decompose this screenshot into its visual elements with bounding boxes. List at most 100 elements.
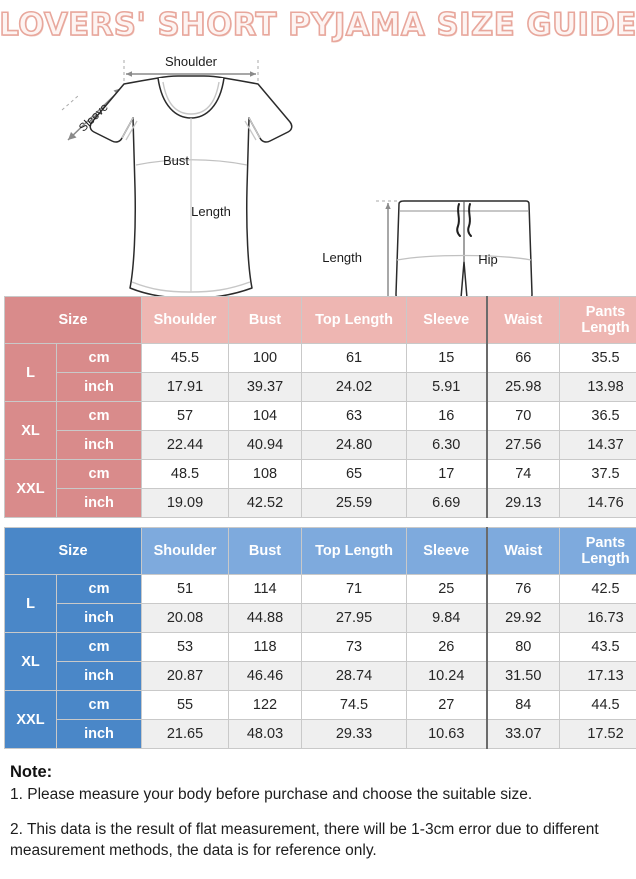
header-shoulder: Shoulder (141, 527, 230, 575)
cell-l-cm-5: 76 (485, 574, 561, 604)
note-line-2: 2. This data is the result of flat measu… (10, 820, 599, 859)
table-row: XL cm 53 118 73 26 80 43.5 (4, 632, 636, 691)
label-length-bottom: Length (322, 250, 362, 265)
size-label-l: L (4, 574, 57, 633)
cell-xl-inch-4: 10.24 (406, 661, 488, 691)
unit-label-inch: inch (55, 719, 143, 749)
cell-xxl-cm-1: 55 (141, 690, 230, 720)
cell-xxl-cm-4: 17 (406, 459, 488, 489)
size-label-xl: XL (4, 632, 57, 691)
cell-xxl-cm-5: 74 (485, 459, 561, 489)
header-pants-length: Pants Length (559, 527, 636, 575)
size-label-xxl: XXL (4, 690, 57, 749)
header-waist: Waist (485, 527, 561, 575)
cell-l-cm-4: 15 (406, 343, 488, 373)
cell-l-cm-2: 114 (228, 574, 303, 604)
diagram-canvas: Shoulder Sleeve Bust Length (61, 54, 533, 296)
cell-xxl-cm-1: 48.5 (141, 459, 230, 489)
garment-diagrams: Shoulder Sleeve Bust Length (0, 48, 636, 296)
cell-xl-inch-6: 17.13 (559, 661, 636, 691)
cell-xxl-inch-3: 29.33 (301, 719, 408, 749)
table-row: inch 17.91 39.37 24.02 5.91 25.98 13.98 (5, 372, 636, 402)
cell-l-inch-3: 24.02 (301, 372, 408, 402)
cell-xxl-cm-3: 74.5 (301, 690, 408, 720)
cell-xl-cm-4: 26 (406, 632, 488, 662)
label-hip: Hip (478, 252, 498, 267)
cell-xxl-cm-4: 27 (406, 690, 488, 720)
cell-xl-cm-4: 16 (406, 401, 488, 431)
size-label-xl: XL (4, 401, 57, 460)
cell-xl-cm-1: 57 (141, 401, 230, 431)
cell-xl-inch-5: 27.56 (485, 430, 561, 460)
page-title: LOVERS' SHORT PYJAMA SIZE GUIDE (0, 0, 636, 48)
cell-l-inch-6: 16.73 (559, 603, 636, 633)
cell-xxl-inch-2: 42.52 (228, 488, 303, 518)
cell-xxl-inch-4: 10.63 (406, 719, 488, 749)
cell-xxl-cm-5: 84 (485, 690, 561, 720)
cell-xl-cm-5: 70 (485, 401, 561, 431)
unit-label-inch: inch (55, 372, 143, 402)
cell-l-cm-3: 71 (301, 574, 408, 604)
cell-l-inch-5: 29.92 (485, 603, 561, 633)
cell-l-inch-2: 39.37 (228, 372, 303, 402)
label-shoulder: Shoulder (165, 54, 218, 69)
cell-l-inch-1: 17.91 (141, 372, 230, 402)
cell-xl-inch-3: 24.80 (301, 430, 408, 460)
unit-label-cm: cm (55, 401, 143, 431)
cell-xxl-cm-2: 122 (228, 690, 303, 720)
cell-xxl-cm-2: 108 (228, 459, 303, 489)
cell-l-cm-1: 51 (141, 574, 230, 604)
size-tables: Size Shoulder Bust Top Length Sleeve Waist Pan… (0, 296, 636, 749)
unit-label-cm: cm (55, 343, 143, 373)
cell-l-cm-2: 100 (228, 343, 303, 373)
header-pants-length: Pants Length (559, 296, 636, 344)
cell-l-inch-4: 5.91 (406, 372, 488, 402)
shorts-diagram: Length Hip (322, 200, 533, 296)
unit-label-cm: cm (55, 459, 143, 489)
cell-l-inch-5: 25.98 (485, 372, 561, 402)
unit-label-cm: cm (55, 574, 143, 604)
cell-xxl-inch-1: 19.09 (141, 488, 230, 518)
header-sleeve: Sleeve (406, 527, 488, 575)
cell-xxl-inch-3: 25.59 (301, 488, 408, 518)
unit-label-inch: inch (55, 430, 143, 460)
header-bust: Bust (228, 527, 303, 575)
cell-xxl-cm-6: 37.5 (559, 459, 636, 489)
header-sleeve: Sleeve (406, 296, 488, 344)
cell-xxl-cm-3: 65 (301, 459, 408, 489)
cell-xl-cm-6: 43.5 (559, 632, 636, 662)
cell-xl-cm-3: 73 (301, 632, 408, 662)
cell-l-inch-3: 27.95 (301, 603, 408, 633)
header-bust: Bust (228, 296, 303, 344)
size-table-blue: Size Shoulder Bust Top Length Sleeve Waist Pan… (3, 527, 636, 749)
cell-xl-cm-1: 53 (141, 632, 230, 662)
table-separator (4, 518, 632, 527)
cell-l-inch-2: 44.88 (228, 603, 303, 633)
cell-xl-inch-1: 20.87 (141, 661, 230, 691)
table-row: XL cm 57 104 63 16 70 36.5 (4, 401, 636, 460)
header-shoulder: Shoulder (141, 296, 230, 344)
notes-section: Note: 1. Please measure your body before… (0, 749, 636, 862)
cell-l-inch-4: 9.84 (406, 603, 488, 633)
table-header-row: Size Shoulder Bust Top Length Sleeve Waist Pan… (3, 296, 636, 344)
cell-xl-cm-2: 118 (228, 632, 303, 662)
cell-xxl-inch-6: 17.52 (559, 719, 636, 749)
table-row: inch 20.87 46.46 28.74 10.24 31.50 17.13 (5, 661, 636, 691)
cell-xl-inch-5: 31.50 (485, 661, 561, 691)
cell-xl-inch-3: 28.74 (301, 661, 408, 691)
cell-xl-inch-1: 22.44 (141, 430, 230, 460)
cell-xl-inch-2: 40.94 (228, 430, 303, 460)
cell-xl-cm-3: 63 (301, 401, 408, 431)
label-length-top: Length (191, 204, 231, 219)
table-header-row: Size Shoulder Bust Top Length Sleeve Waist Pan… (3, 527, 636, 575)
header-waist: Waist (485, 296, 561, 344)
cell-l-cm-6: 42.5 (559, 574, 636, 604)
cell-xxl-inch-1: 21.65 (141, 719, 230, 749)
cell-xl-cm-5: 80 (485, 632, 561, 662)
unit-label-inch: inch (55, 488, 143, 518)
cell-l-cm-1: 45.5 (141, 343, 230, 373)
cell-l-cm-6: 35.5 (559, 343, 636, 373)
cell-l-cm-4: 25 (406, 574, 488, 604)
